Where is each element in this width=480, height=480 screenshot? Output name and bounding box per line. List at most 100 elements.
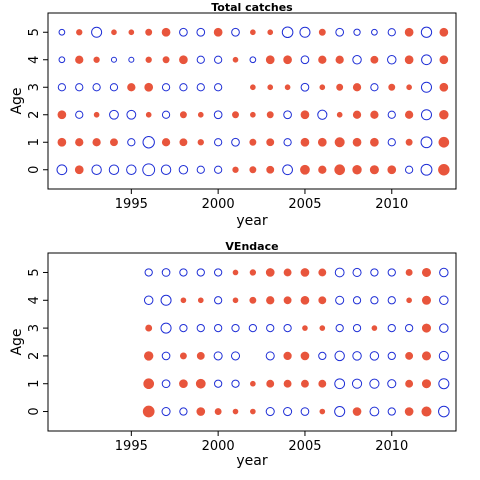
data-point bbox=[75, 138, 84, 147]
data-point bbox=[335, 295, 345, 305]
data-point bbox=[300, 55, 310, 65]
data-point bbox=[126, 164, 137, 175]
x-tick-label: 2010 bbox=[375, 439, 408, 454]
data-point bbox=[301, 379, 309, 388]
data-point bbox=[161, 110, 171, 119]
y-tick-label: 1 bbox=[27, 138, 42, 146]
data-point bbox=[250, 408, 256, 415]
data-point bbox=[421, 295, 432, 305]
data-point bbox=[249, 269, 257, 276]
data-point bbox=[283, 110, 292, 120]
data-point bbox=[179, 379, 188, 389]
data-point bbox=[438, 350, 449, 361]
data-point bbox=[406, 84, 412, 91]
data-point bbox=[283, 296, 292, 305]
data-point bbox=[126, 109, 137, 120]
data-point bbox=[214, 165, 223, 174]
data-point bbox=[370, 268, 379, 277]
data-point bbox=[142, 163, 156, 177]
panel-vendace: VEndace 1995 2000 2005 2010 0 1 2 3 4 5 year Age bbox=[9, 240, 457, 469]
data-point bbox=[249, 166, 257, 174]
data-point bbox=[369, 406, 380, 417]
data-point bbox=[92, 138, 101, 147]
data-point bbox=[197, 111, 204, 118]
data-point bbox=[387, 268, 396, 277]
y-tick-label: 2 bbox=[27, 111, 42, 119]
data-point bbox=[214, 138, 223, 147]
data-point bbox=[161, 406, 171, 417]
data-point bbox=[283, 323, 292, 333]
y-tick-label: 3 bbox=[27, 83, 42, 91]
data-point bbox=[284, 84, 291, 91]
data-point bbox=[300, 82, 310, 92]
data-point bbox=[300, 110, 310, 120]
data-point bbox=[283, 138, 292, 147]
data-point bbox=[267, 84, 274, 91]
data-point bbox=[318, 351, 327, 361]
data-point bbox=[160, 294, 172, 306]
data-point bbox=[352, 165, 362, 175]
data-point bbox=[178, 165, 189, 175]
data-point bbox=[300, 137, 310, 147]
data-point bbox=[266, 323, 275, 333]
data-point bbox=[214, 55, 223, 64]
data-point bbox=[145, 28, 153, 36]
data-point bbox=[266, 165, 275, 174]
data-point bbox=[318, 28, 326, 36]
data-point bbox=[232, 408, 239, 415]
data-point bbox=[179, 27, 188, 37]
data-point bbox=[300, 351, 310, 361]
data-point bbox=[283, 351, 292, 361]
data-point bbox=[335, 323, 344, 333]
data-point bbox=[300, 164, 310, 175]
data-point bbox=[196, 407, 206, 416]
data-point bbox=[109, 83, 119, 92]
data-point bbox=[128, 29, 135, 36]
data-point bbox=[387, 407, 396, 416]
data-point bbox=[196, 27, 206, 37]
data-point bbox=[230, 351, 241, 361]
y-tick-label: 0 bbox=[27, 407, 42, 415]
data-point bbox=[404, 407, 414, 416]
data-point bbox=[250, 84, 256, 91]
data-point bbox=[371, 28, 378, 36]
data-point bbox=[370, 137, 379, 147]
data-point bbox=[353, 28, 361, 36]
data-point bbox=[109, 109, 119, 120]
data-point bbox=[127, 83, 136, 92]
data-point bbox=[319, 408, 326, 415]
data-point bbox=[232, 56, 239, 63]
data-point bbox=[197, 297, 204, 304]
data-point bbox=[231, 137, 240, 147]
data-point bbox=[405, 351, 414, 360]
data-point bbox=[283, 268, 292, 277]
data-point bbox=[196, 268, 205, 277]
data-point bbox=[334, 137, 345, 148]
data-point bbox=[370, 83, 379, 92]
data-point bbox=[352, 55, 362, 65]
data-point bbox=[232, 111, 239, 119]
data-point bbox=[300, 407, 310, 416]
data-point bbox=[282, 164, 293, 176]
data-point bbox=[214, 323, 223, 333]
plot-frame bbox=[47, 12, 457, 190]
x-tick-label: 2000 bbox=[202, 439, 235, 454]
data-point bbox=[404, 27, 414, 37]
data-point bbox=[335, 55, 344, 64]
data-point bbox=[421, 54, 432, 66]
data-point bbox=[387, 296, 396, 305]
data-point bbox=[75, 110, 84, 119]
data-point bbox=[319, 84, 326, 91]
data-point bbox=[352, 110, 362, 119]
data-point bbox=[352, 296, 362, 305]
data-point bbox=[267, 29, 274, 36]
y-axis-label: Age bbox=[9, 87, 25, 114]
data-point bbox=[404, 55, 414, 65]
data-point bbox=[438, 164, 450, 176]
data-point bbox=[161, 27, 171, 37]
data-point bbox=[160, 164, 172, 175]
data-point bbox=[214, 268, 223, 277]
data-point bbox=[93, 56, 100, 63]
data-point bbox=[145, 324, 153, 332]
data-point bbox=[144, 268, 153, 277]
